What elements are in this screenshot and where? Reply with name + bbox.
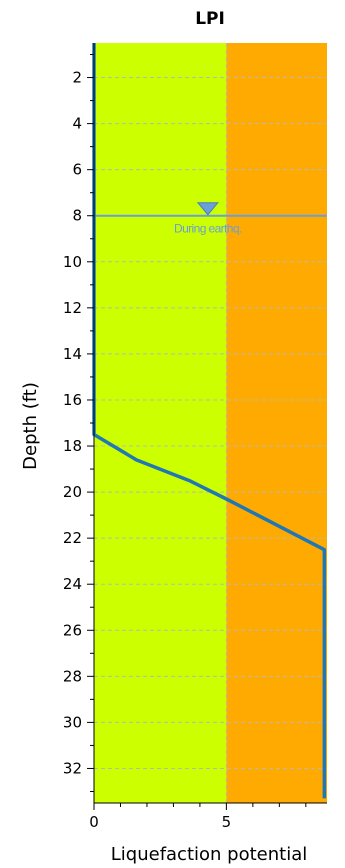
y-tick-label-16: 16	[63, 391, 82, 409]
y-tick-label-8: 8	[72, 207, 82, 225]
x-tick-label-5: 5	[222, 813, 232, 831]
y-tick-label-30: 30	[63, 713, 82, 731]
y-tick-label-28: 28	[63, 667, 82, 685]
water-table-marker	[196, 202, 219, 216]
y-tick-label-4: 4	[72, 115, 82, 133]
y-tick-label-26: 26	[63, 621, 82, 639]
y-tick-label-10: 10	[63, 253, 82, 271]
y-tick-label-32: 32	[63, 759, 82, 777]
water-table: During earthq.	[94, 202, 327, 236]
y-tick-label-24: 24	[63, 575, 82, 593]
water-table-label: During earthq.	[174, 222, 242, 236]
y-tick-label-12: 12	[63, 299, 82, 317]
zone-1	[226, 43, 327, 803]
x-axis-label: Liquefaction potential	[111, 844, 307, 865]
y-tick-label-22: 22	[63, 529, 82, 547]
y-tick-label-14: 14	[63, 345, 82, 363]
plot-zones	[94, 43, 327, 803]
y-tick-label-20: 20	[63, 483, 82, 501]
x-tick-label-0: 0	[89, 813, 99, 831]
y-axis-label: Depth (ft)	[20, 382, 41, 470]
chart-title: LPI	[195, 9, 225, 29]
zone-0	[94, 43, 227, 803]
y-tick-label-2: 2	[72, 69, 82, 87]
y-tick-label-18: 18	[63, 437, 82, 455]
y-tick-label-6: 6	[72, 161, 82, 179]
